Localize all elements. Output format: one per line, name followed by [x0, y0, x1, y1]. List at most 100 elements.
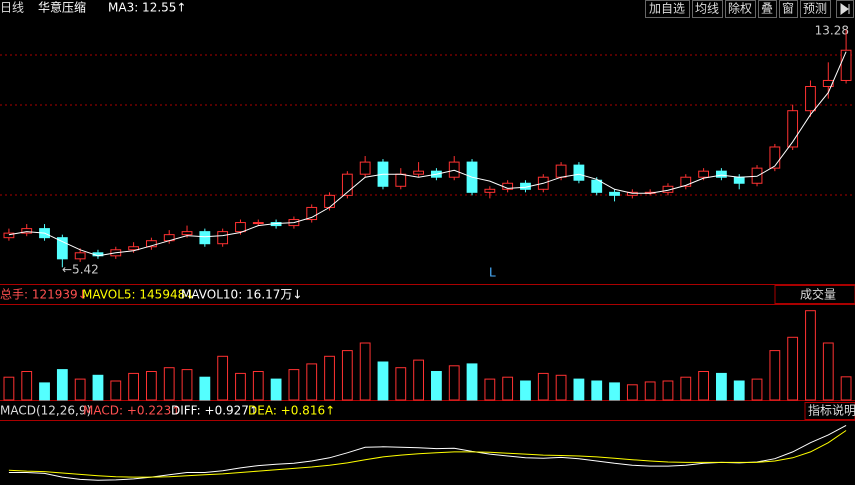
candle-body — [21, 228, 33, 234]
volume-bar — [288, 369, 300, 401]
candle-body — [751, 167, 763, 184]
button[interactable]: 加自选 — [649, 2, 685, 16]
volume-bar — [92, 374, 104, 401]
macd-value: MACD: +0.223↑ — [83, 404, 181, 418]
volume-bar — [502, 376, 514, 401]
volume-bar — [217, 355, 229, 401]
high-label: 13.28 — [815, 24, 849, 38]
candle-body — [395, 173, 407, 187]
volume-bar — [591, 380, 603, 401]
candle-body — [217, 231, 229, 245]
volume-bar — [21, 371, 33, 401]
button-box[interactable] — [779, 0, 798, 18]
dea-value: DEA: +0.816↑ — [248, 404, 335, 418]
button[interactable]: 均线 — [695, 2, 719, 16]
candle-body — [573, 164, 585, 181]
volume-bar — [146, 371, 157, 401]
volume-bar — [431, 371, 442, 401]
candle-body — [3, 232, 15, 239]
volume-bar — [662, 380, 674, 401]
candle-body — [822, 79, 834, 88]
volume-bar — [573, 378, 585, 401]
stock-name: 华意压缩 — [38, 0, 86, 15]
help-box[interactable] — [804, 402, 855, 420]
volume-bar — [716, 372, 727, 401]
volume-bar — [128, 372, 139, 401]
mavol5: MAVOL5: 145948↓ — [82, 288, 195, 302]
volume-bar — [448, 365, 460, 401]
period: 日线 — [0, 1, 24, 15]
vol-title: 成交量 — [800, 287, 836, 302]
panel-lines — [0, 54, 855, 421]
volume-bar — [805, 310, 816, 401]
candle-body — [324, 194, 335, 208]
volume-bar — [769, 350, 781, 401]
candle-body — [128, 246, 139, 251]
volume-bar — [626, 384, 638, 401]
volume-bar — [822, 342, 834, 401]
volume-bar — [609, 382, 620, 401]
candle-body — [448, 161, 460, 178]
button-box[interactable] — [692, 0, 723, 18]
candle-body — [74, 252, 86, 260]
ma-line — [8, 51, 847, 257]
candle-body — [146, 240, 157, 248]
diff-value: DIFF: +0.927↑ — [171, 404, 259, 418]
macd-name: MACD(12,26,9) — [0, 404, 91, 418]
candle-body — [591, 179, 603, 193]
collapse-icon — [840, 3, 850, 15]
volume-bar — [484, 378, 496, 401]
candle-body — [359, 161, 371, 175]
volume-bar — [698, 371, 709, 401]
candle-body — [805, 86, 816, 112]
volume-bar — [163, 367, 175, 401]
candle-body — [306, 206, 318, 221]
candle-body — [716, 170, 727, 178]
candle-body — [181, 231, 193, 236]
volume-bar — [733, 380, 745, 401]
volume-bar — [466, 363, 478, 401]
volume-bar — [377, 361, 389, 401]
volume-bar — [359, 342, 371, 401]
candle-body — [840, 49, 852, 81]
volume-bar — [306, 363, 318, 401]
button[interactable]: 除权 — [728, 1, 752, 16]
button-box[interactable] — [800, 0, 831, 18]
volume-bar — [3, 376, 15, 401]
candle-body — [56, 237, 68, 260]
volume-bar — [680, 376, 692, 401]
low-label: ←5.42 — [62, 263, 99, 277]
mavol10: MAVOL10: 16.17万↓ — [181, 288, 302, 302]
candle-body — [769, 146, 781, 169]
volume-bar — [252, 371, 264, 401]
button[interactable]: 窗 — [782, 2, 794, 16]
candle-body — [626, 191, 638, 196]
candle-body — [680, 176, 692, 187]
button-box[interactable] — [725, 0, 756, 18]
volume-bar — [39, 382, 50, 401]
dea-line — [8, 430, 847, 478]
volume-bar — [199, 376, 211, 401]
candle-body — [413, 170, 424, 175]
marker: L — [489, 266, 496, 280]
volume-bar — [270, 378, 282, 401]
volume-bar — [751, 378, 763, 401]
volume-bar — [555, 374, 567, 401]
button[interactable]: 叠 — [761, 2, 773, 16]
button-box[interactable] — [758, 0, 777, 18]
candle-body — [733, 176, 745, 184]
candle-body — [787, 110, 799, 148]
button[interactable]: 预测 — [803, 2, 827, 16]
volume-bar — [840, 376, 852, 401]
candle-body — [199, 231, 211, 245]
volume-bar — [413, 359, 424, 401]
button-box[interactable] — [645, 0, 690, 18]
vol-title-box — [774, 285, 855, 304]
candle-body — [609, 191, 620, 196]
volume-bar — [395, 367, 407, 401]
candle-body — [555, 164, 567, 178]
volume-bar — [56, 369, 68, 401]
help-label[interactable]: 指标说明 — [808, 403, 855, 418]
volume-bar — [235, 372, 246, 401]
